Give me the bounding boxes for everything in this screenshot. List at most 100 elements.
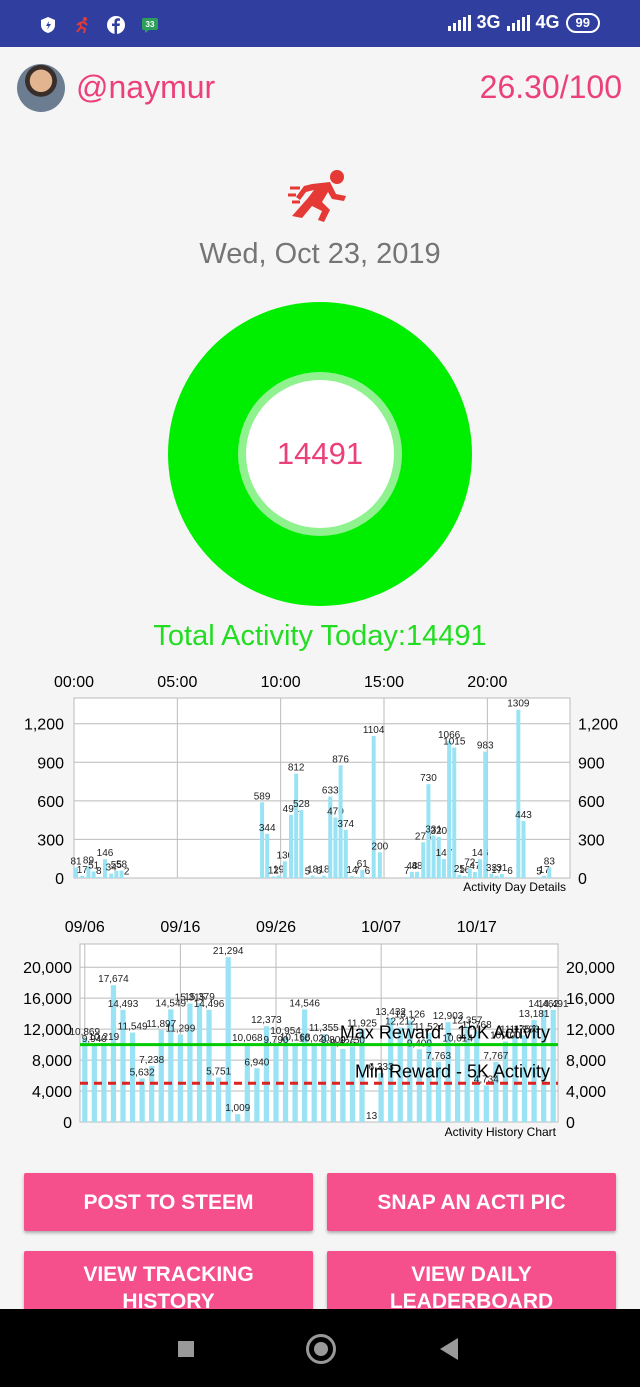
chart2-data-label: 14,546 bbox=[289, 998, 320, 1009]
chart1-y-tick-label-right: 300 bbox=[578, 832, 605, 849]
chart2-bar bbox=[493, 1061, 499, 1122]
chart1-bar bbox=[360, 870, 365, 878]
chart1-bar bbox=[96, 876, 101, 878]
chart1-data-label: 83 bbox=[544, 856, 556, 867]
chart1-bar bbox=[322, 875, 327, 878]
chart1-data-label: 146 bbox=[97, 848, 114, 859]
chart2-bar bbox=[378, 1072, 384, 1122]
chart1-bar bbox=[328, 796, 333, 878]
chart1-bar bbox=[343, 829, 348, 878]
chart2-bar bbox=[502, 1041, 509, 1122]
chart2-data-label: 14,549 bbox=[156, 998, 187, 1009]
chart1-data-label: 34 bbox=[106, 863, 118, 874]
chart2-data-label: 10,168 bbox=[280, 1032, 311, 1043]
chart2-data-label: 10,014 bbox=[442, 1034, 473, 1045]
chart2-y-tick-label-left: 16,000 bbox=[23, 991, 72, 1008]
chart1-data-label: 491 bbox=[283, 804, 300, 815]
chart2-data-label: 12,212 bbox=[385, 1016, 416, 1027]
username[interactable]: @naymur bbox=[76, 69, 216, 105]
chart1-data-label: 55 bbox=[111, 860, 123, 871]
chart1-data-label: 14 bbox=[346, 865, 358, 876]
chart2-data-label: 7,767 bbox=[483, 1051, 508, 1062]
network-type-1: 3G bbox=[476, 12, 501, 32]
chart2-bar bbox=[550, 1009, 556, 1122]
chart2-y-tick-label-right: 20,000 bbox=[566, 960, 615, 977]
chart1-bar bbox=[489, 873, 494, 878]
chart1-data-label: 81 bbox=[71, 857, 83, 868]
chart2-y-tick-label-left: 4,000 bbox=[32, 1084, 72, 1101]
chart1-data-label: 31 bbox=[496, 863, 508, 874]
chart2-x-tick-label: 09/06 bbox=[65, 919, 105, 936]
chart1-data-label: 983 bbox=[477, 741, 494, 752]
chart1-bar bbox=[415, 871, 420, 878]
chart1-data-label: 58 bbox=[116, 860, 128, 871]
avatar[interactable] bbox=[17, 64, 65, 112]
chart1-data-label: 5 bbox=[305, 866, 311, 877]
svg-text:33: 33 bbox=[146, 20, 155, 29]
facebook-icon bbox=[106, 15, 126, 35]
chart1-data-label: 5 bbox=[536, 866, 542, 877]
chart2-bar bbox=[416, 1049, 423, 1122]
chart2-data-label: 11,897 bbox=[146, 1019, 176, 1030]
chart1-bar bbox=[478, 859, 483, 878]
chart2-title: Activity History Chart bbox=[445, 1125, 557, 1139]
chart2-data-label: 9,790 bbox=[263, 1035, 288, 1046]
chart2-data-label: 5,751 bbox=[206, 1066, 231, 1077]
chart2-data-label: 13,126 bbox=[395, 1009, 426, 1020]
chart1-data-label: 25 bbox=[454, 864, 466, 875]
chart1-bar bbox=[282, 861, 287, 878]
chart1-data-label: 12 bbox=[268, 865, 280, 876]
chart1-data-label: 147 bbox=[436, 848, 453, 859]
chart1-data-label: 17 bbox=[491, 865, 503, 876]
snap-pic-button[interactable]: SNAP AN ACTI PIC bbox=[327, 1173, 616, 1231]
chart1-data-label: 278 bbox=[415, 831, 432, 842]
chart2-bar bbox=[531, 1019, 537, 1122]
chart1-y-tick-label-right: 900 bbox=[578, 755, 605, 772]
chart1-bar bbox=[542, 875, 547, 878]
chart1-data-label: 6 bbox=[507, 866, 513, 877]
chart2-bar bbox=[426, 1032, 432, 1122]
chart1-data-label: 146 bbox=[472, 848, 489, 859]
chart2-y-tick-label-left: 20,000 bbox=[23, 960, 72, 977]
chart2-data-label: 10,020 bbox=[299, 1033, 330, 1044]
chart1-data-label: 1015 bbox=[443, 737, 466, 748]
back-icon[interactable] bbox=[440, 1338, 458, 1360]
chart1-bar bbox=[310, 875, 315, 878]
chart1-bar bbox=[447, 740, 452, 878]
chart1-y-tick-label-left: 0 bbox=[55, 871, 64, 888]
chart1-data-label: 730 bbox=[420, 773, 437, 784]
chart1-bar bbox=[265, 833, 270, 878]
chart2-data-label: 11,175 bbox=[500, 1025, 530, 1036]
chart1-data-label: 48 bbox=[412, 861, 424, 872]
chart1-data-label: 6 bbox=[365, 866, 371, 877]
chart1-bar bbox=[289, 814, 293, 878]
recents-icon[interactable] bbox=[178, 1341, 194, 1357]
chart2-bar bbox=[215, 1077, 222, 1122]
chart1-bar bbox=[294, 773, 299, 878]
date-label: Wed, Oct 23, 2019 bbox=[199, 238, 441, 270]
chart1-x-tick-label: 00:00 bbox=[54, 674, 94, 691]
chart2-bar bbox=[139, 1078, 145, 1122]
chart2-data-label: 10,869 bbox=[69, 1027, 100, 1038]
chart2-data-label: 11,524 bbox=[414, 1022, 444, 1033]
system-indicators: 3G 4G 99 bbox=[447, 12, 600, 33]
chart1-data-label: 6 bbox=[316, 866, 322, 877]
chart1-y-tick-label-left: 600 bbox=[37, 794, 64, 811]
chart1-data-label: 1066 bbox=[438, 730, 461, 741]
home-icon[interactable] bbox=[306, 1334, 336, 1364]
chart1-bar bbox=[499, 874, 504, 878]
chart2-bar bbox=[254, 1068, 260, 1122]
chart1-data-label: 17 bbox=[539, 865, 551, 876]
chart1-bar bbox=[483, 751, 488, 878]
chart2-bar bbox=[311, 1044, 317, 1122]
chart2-bar bbox=[359, 1029, 365, 1122]
chart1-bar bbox=[472, 871, 477, 878]
chart1-bar bbox=[462, 875, 467, 878]
chart1-bar bbox=[377, 852, 382, 878]
chart2-bar bbox=[263, 1026, 270, 1122]
chart2-bar bbox=[407, 1020, 413, 1122]
chart1-data-label: 89 bbox=[83, 856, 95, 867]
chart2-data-label: 10,219 bbox=[89, 1032, 120, 1043]
post-to-steem-button[interactable]: POST TO STEEM bbox=[24, 1173, 313, 1231]
chart1-bar bbox=[316, 877, 321, 878]
